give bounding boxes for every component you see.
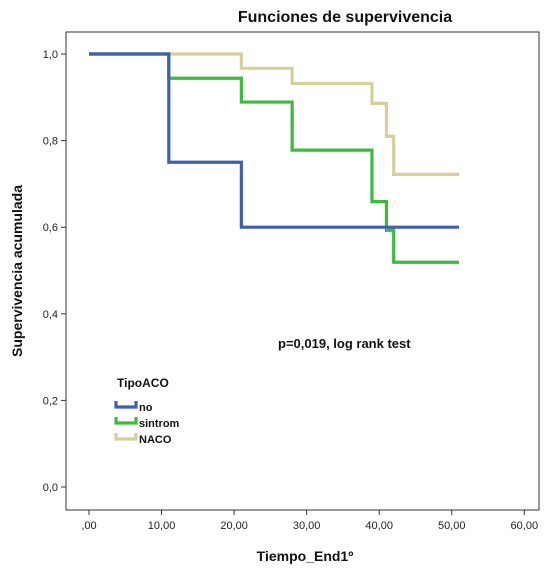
series-line-naco	[89, 52, 460, 176]
legend-label-sintrom: sintrom	[139, 418, 180, 430]
y-tick-label: 0,6	[43, 222, 58, 234]
x-tick-label: 60,00	[511, 520, 539, 532]
legend-swatch-naco	[114, 433, 138, 441]
legend-swatch-sintrom	[114, 417, 138, 425]
plot-area	[65, 31, 540, 511]
y-tick-label: 0,8	[43, 136, 58, 148]
legend-label-no: no	[139, 402, 153, 414]
series-line-sintrom	[89, 52, 460, 264]
logrank-annotation: p=0,019, log rank test	[278, 336, 411, 351]
x-tick-label: 20,00	[220, 520, 248, 532]
legend: TipoACO no sintrom NACO	[114, 376, 180, 446]
x-tick-label: 30,00	[293, 520, 321, 532]
legend-title: TipoACO	[117, 376, 169, 390]
y-tick-label: 0,2	[43, 395, 58, 407]
x-tick-label: 10,00	[148, 520, 176, 532]
chart-title: Funciones de supervivencia	[238, 9, 452, 26]
y-tick-label: 0,0	[43, 482, 58, 494]
y-tick-label: 1,0	[43, 49, 58, 61]
x-axis-ticks: ,00 10,00 20,00 30,00 40,00 50,00 60,00	[81, 510, 538, 532]
y-axis-label: Supervivencia acumulada	[9, 185, 25, 357]
x-tick-label: 40,00	[365, 520, 393, 532]
x-tick-label: ,00	[81, 520, 96, 532]
y-axis-ticks: 0,0 0,2 0,4 0,6 0,8 1,0	[43, 49, 66, 494]
x-axis-label: Tiempo_End1º	[257, 548, 354, 564]
x-tick-label: 50,00	[438, 520, 466, 532]
legend-swatch-no	[114, 401, 138, 409]
series-layer	[89, 52, 460, 264]
series-line-no	[89, 52, 460, 229]
y-tick-label: 0,4	[43, 309, 58, 321]
legend-label-naco: NACO	[139, 434, 172, 446]
legend-items: no sintrom NACO	[114, 401, 180, 446]
